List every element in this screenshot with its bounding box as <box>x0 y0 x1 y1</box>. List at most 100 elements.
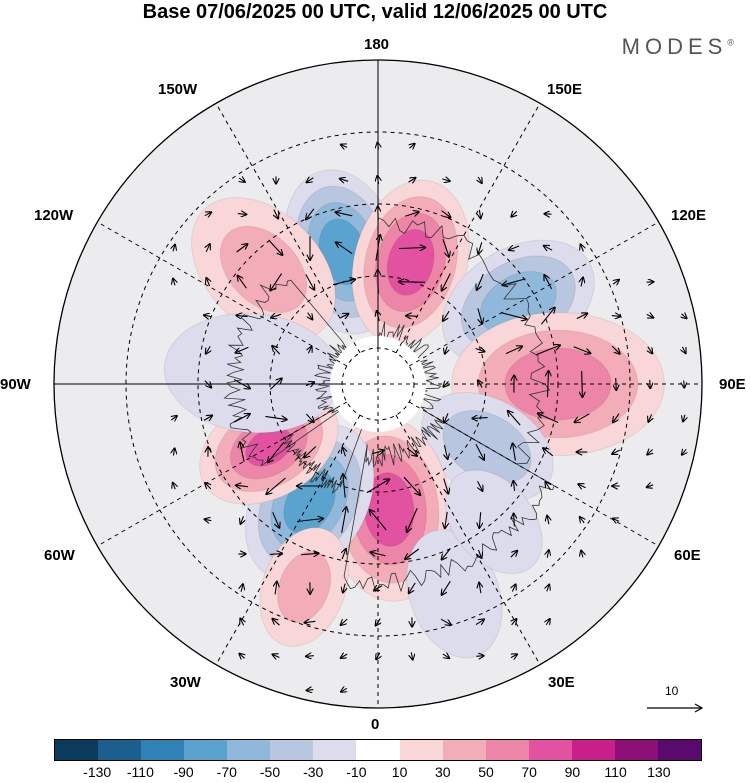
wind-arrow <box>548 371 549 398</box>
wind-arrow <box>403 476 420 495</box>
wind-arrow <box>375 235 380 261</box>
wind-arrow <box>613 519 620 522</box>
lon-label-90w: 90W <box>0 376 31 393</box>
colorbar-segment <box>528 740 572 760</box>
wind-arrow <box>512 585 515 592</box>
colorbar-segment <box>227 740 271 760</box>
wind-arrow <box>305 621 316 622</box>
wind-arrow <box>339 314 349 318</box>
wind-arrow <box>305 382 314 385</box>
wind-arrow <box>204 212 211 215</box>
colorbar-tick-label: -70 <box>216 764 237 780</box>
wind-arrow <box>478 381 482 388</box>
map-boundary <box>53 59 703 709</box>
wind-arrow <box>267 477 286 494</box>
wind-arrow <box>575 413 590 422</box>
wind-arrow <box>237 315 248 316</box>
wind-arrow <box>511 654 517 657</box>
wind-arrow <box>442 239 449 257</box>
wind-arrow <box>272 512 280 527</box>
wind-arrow <box>479 512 480 528</box>
wind-arrow <box>307 178 314 183</box>
wind-arrow <box>272 346 281 355</box>
wind-arrow <box>581 278 583 287</box>
wind-arrow <box>684 380 685 388</box>
wind-arrow <box>440 618 451 625</box>
wind-arrow <box>478 242 482 253</box>
wind-arrow <box>271 314 282 317</box>
wind-arrow <box>374 586 383 591</box>
wind-arrow <box>475 619 484 624</box>
wind-arrow <box>273 655 280 658</box>
wind-arrow <box>547 550 549 558</box>
anomaly-west-europe-low <box>444 469 543 575</box>
wind-arrow <box>611 316 620 317</box>
wind-arrow <box>306 656 314 657</box>
colorbar-segment <box>571 740 615 760</box>
wind-arrow <box>406 447 417 456</box>
wind-arrow <box>205 483 211 489</box>
wind-arrow <box>206 278 209 287</box>
wind-arrow <box>240 442 245 462</box>
meridian-line <box>97 401 348 547</box>
map-disc <box>54 60 702 708</box>
wind-arrow <box>409 144 414 148</box>
wind-arrow <box>297 519 323 522</box>
colorbar-tick-label: 90 <box>564 764 581 780</box>
wind-arrow <box>411 652 412 659</box>
wind-arrow <box>405 212 418 216</box>
colorbar-segment <box>98 740 142 760</box>
wind-arrow <box>406 316 418 317</box>
wind-arrow <box>341 618 348 625</box>
wind-arrow <box>478 177 482 183</box>
wind-arrow <box>441 210 451 218</box>
wind-arrow <box>343 583 345 593</box>
wind-arrow <box>576 313 587 320</box>
colorbar-ticks: -130 -110 -90 -70 -50 -30 -10 10 30 50 70 90 110 130 <box>54 764 702 782</box>
wind-arrow <box>239 178 245 182</box>
wind-arrow <box>378 143 379 150</box>
wind-arrow <box>544 275 553 290</box>
wind-arrow <box>513 444 516 461</box>
wind-arrow <box>409 582 416 593</box>
meridian-line <box>395 103 541 354</box>
wind-arrow <box>582 370 583 397</box>
wind-arrow <box>503 278 526 285</box>
anomaly-layer <box>163 169 665 659</box>
colorbar-tick-label: -10 <box>346 764 367 780</box>
colorbar-tick-label: -110 <box>126 764 154 780</box>
wind-arrow <box>206 244 210 253</box>
wind-arrow <box>268 441 285 462</box>
wind-arrow <box>304 446 317 458</box>
wind-arrow <box>378 270 379 294</box>
wind-arrow <box>475 349 485 352</box>
wind-arrow <box>171 416 177 420</box>
colorbar-tick-label: -50 <box>259 764 281 780</box>
wind-arrow <box>682 346 685 353</box>
wind-arrow <box>442 580 451 595</box>
lon-label-150w: 150W <box>158 81 198 98</box>
anomaly-contour <box>444 469 543 575</box>
colorbar <box>54 739 702 761</box>
wind-arrow <box>535 345 560 356</box>
brand-mark: ® <box>727 37 734 48</box>
wind-arrow <box>573 346 591 354</box>
wind-arrow <box>336 242 353 255</box>
wind-arrow <box>237 214 246 215</box>
wind-arrow <box>308 347 311 354</box>
wind-arrow <box>265 416 286 419</box>
wind-arrow <box>399 282 426 283</box>
wind-arrow <box>505 346 522 355</box>
wind-arrow <box>509 246 520 250</box>
wind-arrow <box>477 273 484 290</box>
wind-arrow <box>332 279 355 286</box>
wind-arrow <box>236 346 249 352</box>
wind-arrow <box>611 345 619 353</box>
wind-arrow <box>305 413 313 422</box>
wind-arrow <box>269 554 282 555</box>
wind-arrow <box>442 179 449 181</box>
wind-arrow <box>479 583 481 594</box>
wind-arrow <box>501 312 526 319</box>
wind-arrow <box>407 507 418 532</box>
wind-arrow <box>270 273 283 291</box>
